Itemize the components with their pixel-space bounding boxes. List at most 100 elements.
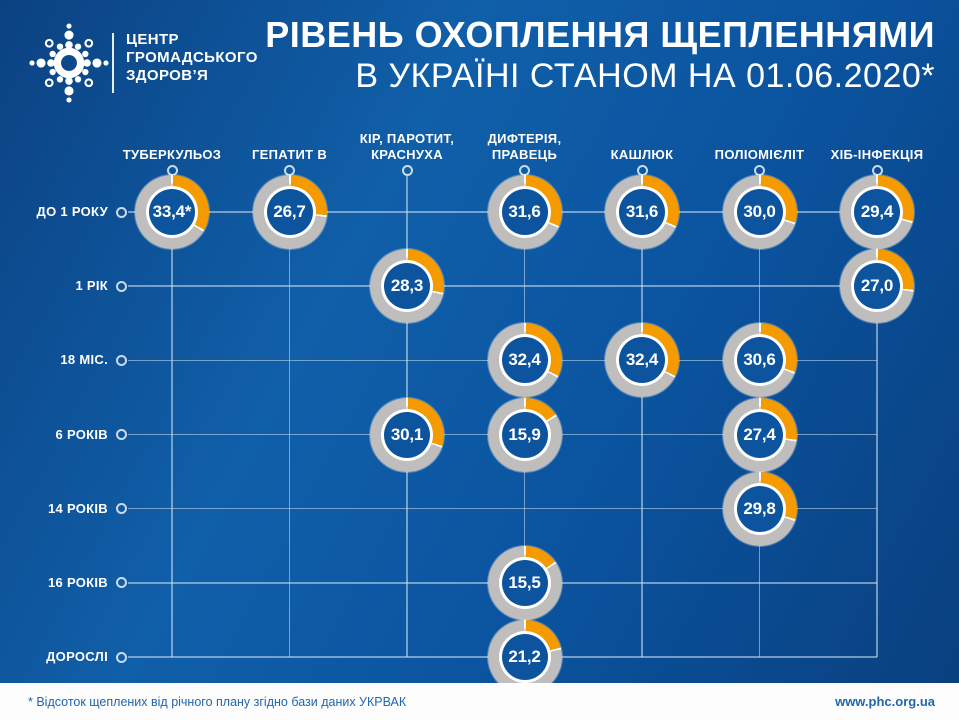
grid-line-vertical — [288, 175, 291, 657]
footnote: * Відсоток щеплених від річного плану зг… — [28, 694, 407, 709]
donut-gauge: 31,6 — [487, 175, 562, 249]
donut-center: 15,5 — [501, 559, 548, 606]
brand-name-line1: ЦЕНТР — [126, 31, 179, 48]
coverage-value: 15,5 — [508, 572, 541, 592]
donut-center: 27,0 — [854, 263, 900, 310]
row-label-age: ДО 1 РОКУ — [36, 204, 108, 219]
donut-gauge: 29,4 — [840, 175, 914, 249]
coverage-value: 26,7 — [273, 202, 306, 221]
donut-gauge: 27,0 — [840, 249, 914, 324]
coverage-value: 28,3 — [390, 276, 424, 296]
row-label-age: 18 МІС. — [60, 352, 108, 368]
brand-name-line2: ГРОМАДСЬКОГО — [126, 49, 258, 66]
row-node — [115, 429, 127, 440]
row-label-age: ДОРОСЛІ — [46, 649, 108, 664]
column-pin — [401, 164, 413, 176]
coverage-value: 27,4 — [743, 424, 776, 444]
coverage-value: 32,4 — [508, 350, 541, 370]
row-node — [115, 651, 127, 663]
donut-gauge: 30,6 — [722, 323, 797, 398]
donut-matrix-plot: ТУБЕРКУЛЬОЗ ГЕПАТИТ В КІР, ПАРОТИТ, КРАСНУ… — [36, 131, 924, 694]
coverage-value: 27,0 — [860, 276, 894, 296]
donut-center: 31,6 — [619, 189, 665, 235]
grid-line-horizontal — [127, 507, 877, 510]
donut-center: 30,6 — [736, 337, 783, 384]
page-title: РІВЕНЬ ОХОПЛЕННЯ ЩЕПЛЕННЯМИ В УКРАЇНІ СТ… — [265, 14, 935, 96]
coverage-value: 29,4 — [860, 202, 894, 221]
donut-gauge: 30,0 — [722, 175, 797, 249]
column-header-vaccine: ТУБЕРКУЛЬОЗ — [122, 146, 222, 162]
donut-center: 33,4* — [149, 189, 195, 235]
brand-name: ЦЕНТР ГРОМАДСЬКОГО ЗДОРОВ’Я — [126, 31, 258, 85]
donut-center: 29,8 — [736, 485, 783, 532]
coverage-value: 30,6 — [743, 350, 776, 370]
header: ЦЕНТР ГРОМАДСЬКОГО ЗДОРОВ’Я РІВЕНЬ ОХОПЛ… — [0, 0, 959, 118]
footer: * Відсоток щеплених від річного плану зг… — [0, 683, 959, 720]
column-pin — [754, 164, 765, 176]
page-title-line1: РІВЕНЬ ОХОПЛЕННЯ ЩЕПЛЕННЯМИ — [265, 14, 935, 55]
coverage-value: 30,1 — [390, 424, 424, 444]
donut-gauge: 32,4 — [605, 323, 679, 398]
coverage-value: 31,6 — [508, 202, 541, 221]
row-label-age: 16 РОКІВ — [47, 574, 108, 590]
donut-center: 28,3 — [384, 263, 430, 310]
donut-gauge: 21,2 — [487, 620, 562, 694]
row-label-age: 14 РОКІВ — [47, 500, 108, 516]
donut-gauge: 29,8 — [722, 471, 797, 546]
column-pin — [166, 164, 178, 176]
row-node — [115, 280, 127, 292]
donut-center: 32,4 — [619, 337, 665, 384]
coverage-value: 30,0 — [743, 202, 776, 221]
column-pin — [284, 164, 295, 176]
coverage-value: 21,2 — [508, 647, 541, 666]
donut-center: 26,7 — [266, 189, 313, 235]
donut-center: 27,4 — [736, 411, 783, 458]
column-header-vaccine: ПОЛІОМІЄЛІТ — [714, 146, 805, 162]
column-header-vaccine: ДИФТЕРІЯ, ПРАВЕЦЬ — [487, 131, 562, 162]
donut-gauge: 15,5 — [487, 545, 562, 620]
donut-center: 29,4 — [854, 189, 900, 235]
row-label-age: 1 РІК — [75, 278, 108, 294]
phc-logo-icon — [29, 23, 109, 103]
website-url: www.phc.org.ua — [835, 694, 935, 709]
donut-gauge: 28,3 — [370, 249, 444, 324]
donut-center: 31,6 — [501, 189, 548, 235]
donut-center: 30,0 — [736, 189, 783, 235]
row-node — [115, 577, 127, 589]
coverage-value: 15,9 — [508, 424, 541, 444]
coverage-value: 29,8 — [743, 498, 776, 518]
column-header-vaccine: КАШЛЮК — [610, 146, 674, 162]
donut-center: 21,2 — [501, 634, 548, 680]
coverage-value: 33,4* — [152, 202, 192, 221]
column-pin — [636, 164, 648, 176]
grid-line-vertical — [171, 175, 173, 657]
row-node — [115, 206, 127, 218]
donut-center: 15,9 — [501, 411, 548, 458]
donut-gauge: 27,4 — [722, 397, 797, 472]
coverage-value: 32,4 — [625, 350, 659, 370]
donut-center: 32,4 — [501, 337, 548, 384]
row-node — [115, 503, 127, 515]
column-header-vaccine: ГЕПАТИТ В — [251, 146, 328, 162]
donut-gauge: 32,4 — [487, 323, 562, 398]
brand-divider — [112, 33, 114, 93]
column-header-vaccine: ХІБ-ІНФЕКЦІЯ — [830, 146, 924, 162]
grid-line-vertical — [641, 175, 643, 657]
row-node — [115, 354, 127, 366]
donut-gauge: 30,1 — [370, 397, 444, 472]
coverage-value: 31,6 — [625, 202, 659, 221]
column-header-vaccine: КІР, ПАРОТИТ, КРАСНУХА — [359, 131, 455, 162]
donut-gauge: 31,6 — [605, 175, 679, 249]
grid-line-vertical — [876, 175, 878, 657]
donut-gauge: 33,4* — [135, 175, 209, 249]
grid-line-horizontal — [127, 285, 877, 287]
column-pin — [519, 164, 530, 176]
donut-center: 30,1 — [384, 411, 430, 458]
donut-gauge: 26,7 — [252, 175, 327, 249]
donut-gauge: 15,9 — [487, 397, 562, 472]
row-label-age: 6 РОКІВ — [55, 426, 108, 442]
brand-name-line3: ЗДОРОВ’Я — [126, 67, 209, 84]
page-title-line2: В УКРАЇНІ СТАНОМ НА 01.06.2020* — [355, 57, 935, 95]
column-pin — [871, 164, 883, 176]
